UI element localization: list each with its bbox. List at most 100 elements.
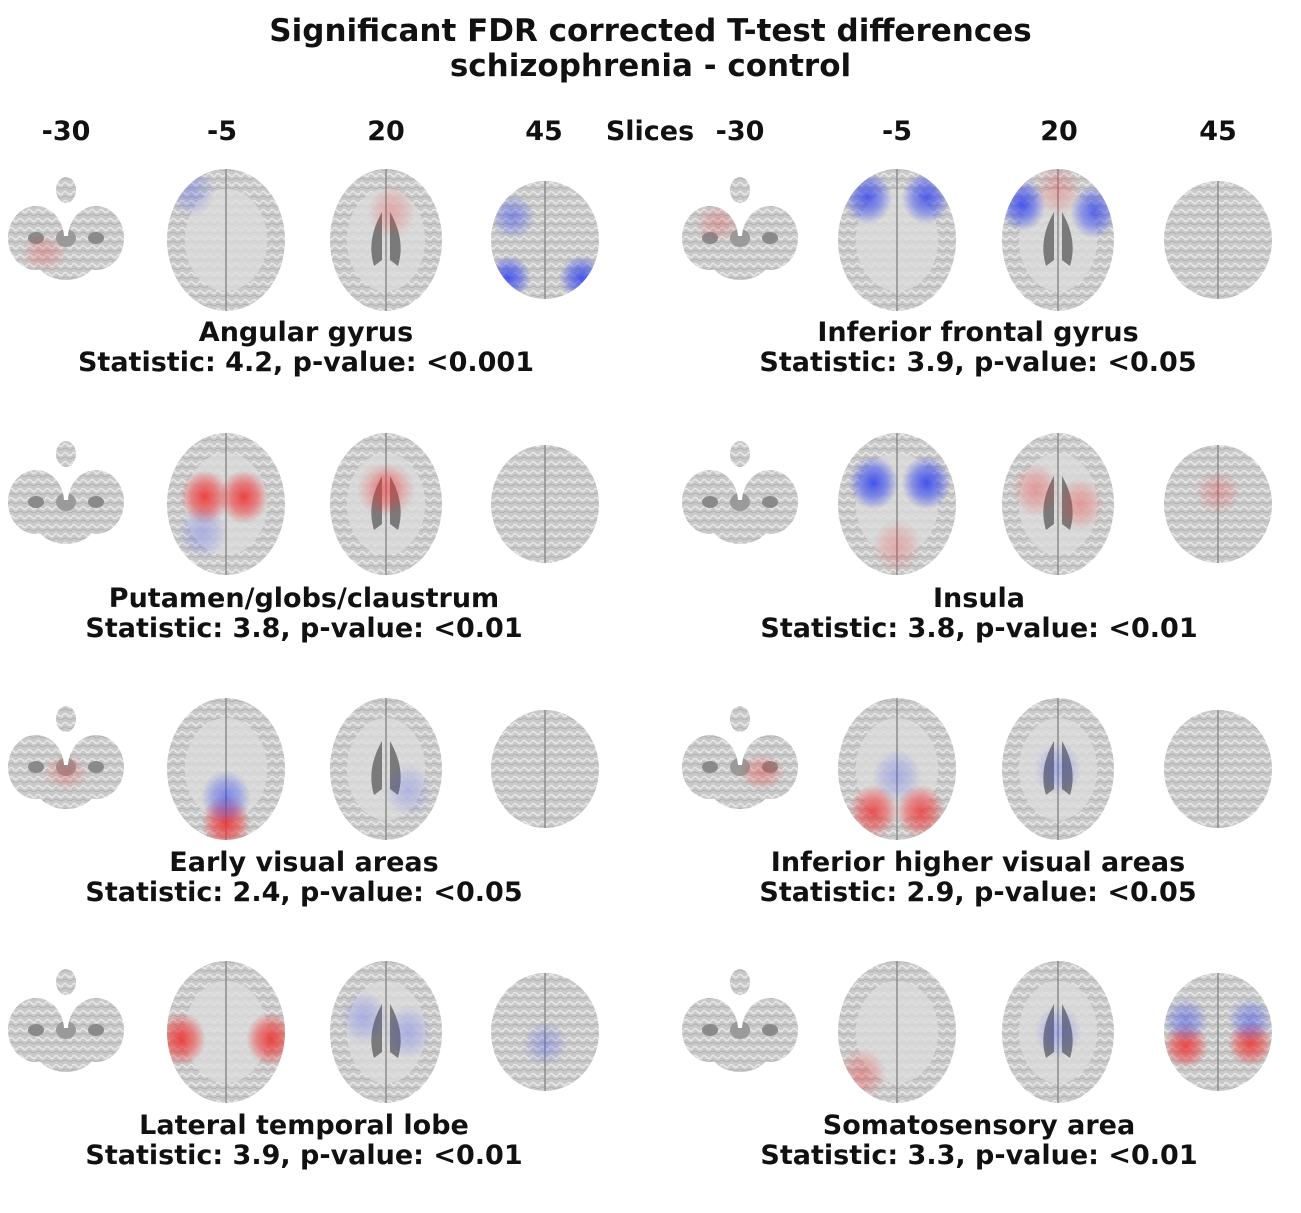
slices-label: Slices xyxy=(605,116,695,147)
brain-slice-20 xyxy=(330,961,442,1103)
panel-7-stat: Statistic: 3.9, p-value: <0.01 xyxy=(85,1140,523,1171)
negative-activation-blob xyxy=(1034,1005,1082,1059)
positive-activation-blob xyxy=(1195,469,1241,515)
negative-activation-blob xyxy=(1164,997,1209,1043)
brain-slice--5 xyxy=(167,169,285,311)
panel-7-caption: Lateral temporal lobe Statistic: 3.9, p-… xyxy=(85,1111,522,1171)
panel-3-stat: Statistic: 3.8, p-value: <0.01 xyxy=(85,613,523,644)
panel-3-name: Putamen/globs/claustrum xyxy=(108,583,500,614)
figure-title-line1: Significant FDR corrected T-test differe… xyxy=(269,13,1032,49)
panel-1-name: Angular gyrus xyxy=(198,317,414,348)
brain-slice-45 xyxy=(491,445,599,563)
slice-label-left-3: 20 xyxy=(367,116,405,147)
brain-slice--30 xyxy=(682,969,798,1072)
negative-activation-blob xyxy=(491,193,536,239)
slice-label-right-2: -5 xyxy=(882,116,912,147)
positive-activation-blob xyxy=(1034,169,1082,218)
panel-6-name: Inferior higher visual areas xyxy=(770,847,1186,878)
brain-slice-20 xyxy=(1002,698,1114,840)
panel-1-stat: Statistic: 4.2, p-value: <0.001 xyxy=(77,347,535,378)
positive-activation-blob xyxy=(42,753,90,791)
panel-1-slices xyxy=(8,169,599,311)
brain-slice-45 xyxy=(1164,445,1272,563)
brain-slice-45 xyxy=(1164,973,1272,1091)
panel-2-stat: Statistic: 3.9, p-value: <0.05 xyxy=(759,347,1197,378)
negative-activation-blob xyxy=(1227,997,1272,1043)
slice-label-left-2: -5 xyxy=(207,116,237,147)
negative-activation-blob xyxy=(842,170,893,225)
panel-4-name: Insula xyxy=(932,583,1026,614)
panel-8-name: Somatosensory area xyxy=(822,1110,1136,1141)
negative-activation-blob xyxy=(491,255,531,299)
brain-slice-45 xyxy=(1164,710,1272,828)
panel-4-caption: Insula Statistic: 3.8, p-value: <0.01 xyxy=(760,584,1197,644)
panel-8-stat: Statistic: 3.3, p-value: <0.01 xyxy=(760,1140,1198,1171)
panel-7-name: Lateral temporal lobe xyxy=(139,1110,469,1141)
positive-activation-blob xyxy=(1056,477,1104,531)
slice-label-left-1: -30 xyxy=(41,116,91,147)
negative-activation-blob xyxy=(901,455,952,510)
positive-activation-blob xyxy=(167,1012,206,1067)
panel-5-name: Early visual areas xyxy=(169,847,439,878)
panel-7-slices xyxy=(8,961,599,1103)
panel-6-caption: Inferior higher visual areas Statistic: … xyxy=(759,848,1196,908)
panel-2-slices xyxy=(682,169,1272,311)
brain-slice--30 xyxy=(682,177,798,280)
brain-slice-20 xyxy=(1002,433,1114,575)
brain-slice--30 xyxy=(8,177,124,280)
slice-label-left-4: 45 xyxy=(525,116,563,147)
brain-slice-20 xyxy=(330,698,442,840)
panel-4-stat: Statistic: 3.8, p-value: <0.01 xyxy=(760,613,1198,644)
brain-slice--5 xyxy=(838,433,956,575)
brain-slice--5 xyxy=(167,433,285,575)
slice-label-right-1: -30 xyxy=(715,116,765,147)
brain-slice--30 xyxy=(682,706,798,809)
slice-label-right-4: 45 xyxy=(1199,116,1237,147)
brain-slice-45 xyxy=(1164,181,1272,299)
panel-5-caption: Early visual areas Statistic: 2.4, p-val… xyxy=(85,848,522,908)
brain-slice--30 xyxy=(8,706,124,809)
panel-1-caption: Angular gyrus Statistic: 4.2, p-value: <… xyxy=(78,318,534,378)
negative-activation-blob xyxy=(901,170,952,225)
brain-slice--5 xyxy=(838,698,956,840)
panel-3-caption: Putamen/globs/claustrum Statistic: 3.8, … xyxy=(85,584,522,644)
negative-activation-blob xyxy=(167,169,216,218)
positive-activation-blob xyxy=(1012,462,1060,517)
panel-6-stat: Statistic: 2.9, p-value: <0.05 xyxy=(759,877,1197,908)
positive-activation-blob xyxy=(368,184,416,239)
brain-slice--30 xyxy=(8,969,124,1072)
positive-activation-blob xyxy=(838,1047,887,1102)
brain-slice--5 xyxy=(167,961,285,1103)
negative-activation-blob xyxy=(872,749,922,804)
brain-slice--30 xyxy=(682,441,798,544)
positive-activation-blob xyxy=(20,234,68,272)
negative-activation-blob xyxy=(522,1021,568,1067)
positive-activation-blob xyxy=(246,1012,285,1067)
brain-slice-45 xyxy=(491,181,599,299)
positive-activation-blob xyxy=(872,519,922,574)
panel-2-caption: Inferior frontal gyrus Statistic: 3.9, p… xyxy=(759,318,1196,378)
panel-2-name: Inferior frontal gyrus xyxy=(817,317,1139,348)
brain-slice-20 xyxy=(1002,961,1114,1103)
brain-slice--5 xyxy=(167,698,285,840)
panel-3-slices xyxy=(8,433,599,575)
positive-activation-blob xyxy=(368,462,416,517)
figure-title-line2: schizophrenia - control xyxy=(449,48,852,84)
brain-slice-20 xyxy=(1002,169,1114,311)
positive-activation-blob xyxy=(738,753,786,791)
positive-activation-blob xyxy=(694,204,742,242)
brain-slice-20 xyxy=(330,433,442,575)
negative-activation-blob xyxy=(177,505,228,560)
brain-slice-45 xyxy=(491,973,599,1091)
brain-slice--5 xyxy=(838,169,956,311)
brain-slice--30 xyxy=(8,441,124,544)
negative-activation-blob xyxy=(384,763,432,818)
panel-8-caption: Somatosensory area Statistic: 3.3, p-val… xyxy=(760,1111,1197,1171)
negative-activation-blob xyxy=(340,990,388,1045)
negative-activation-blob xyxy=(1034,742,1082,796)
positive-activation-blob xyxy=(218,469,269,524)
negative-activation-blob xyxy=(848,455,899,510)
negative-activation-blob xyxy=(201,770,251,825)
negative-activation-blob xyxy=(384,1005,432,1059)
